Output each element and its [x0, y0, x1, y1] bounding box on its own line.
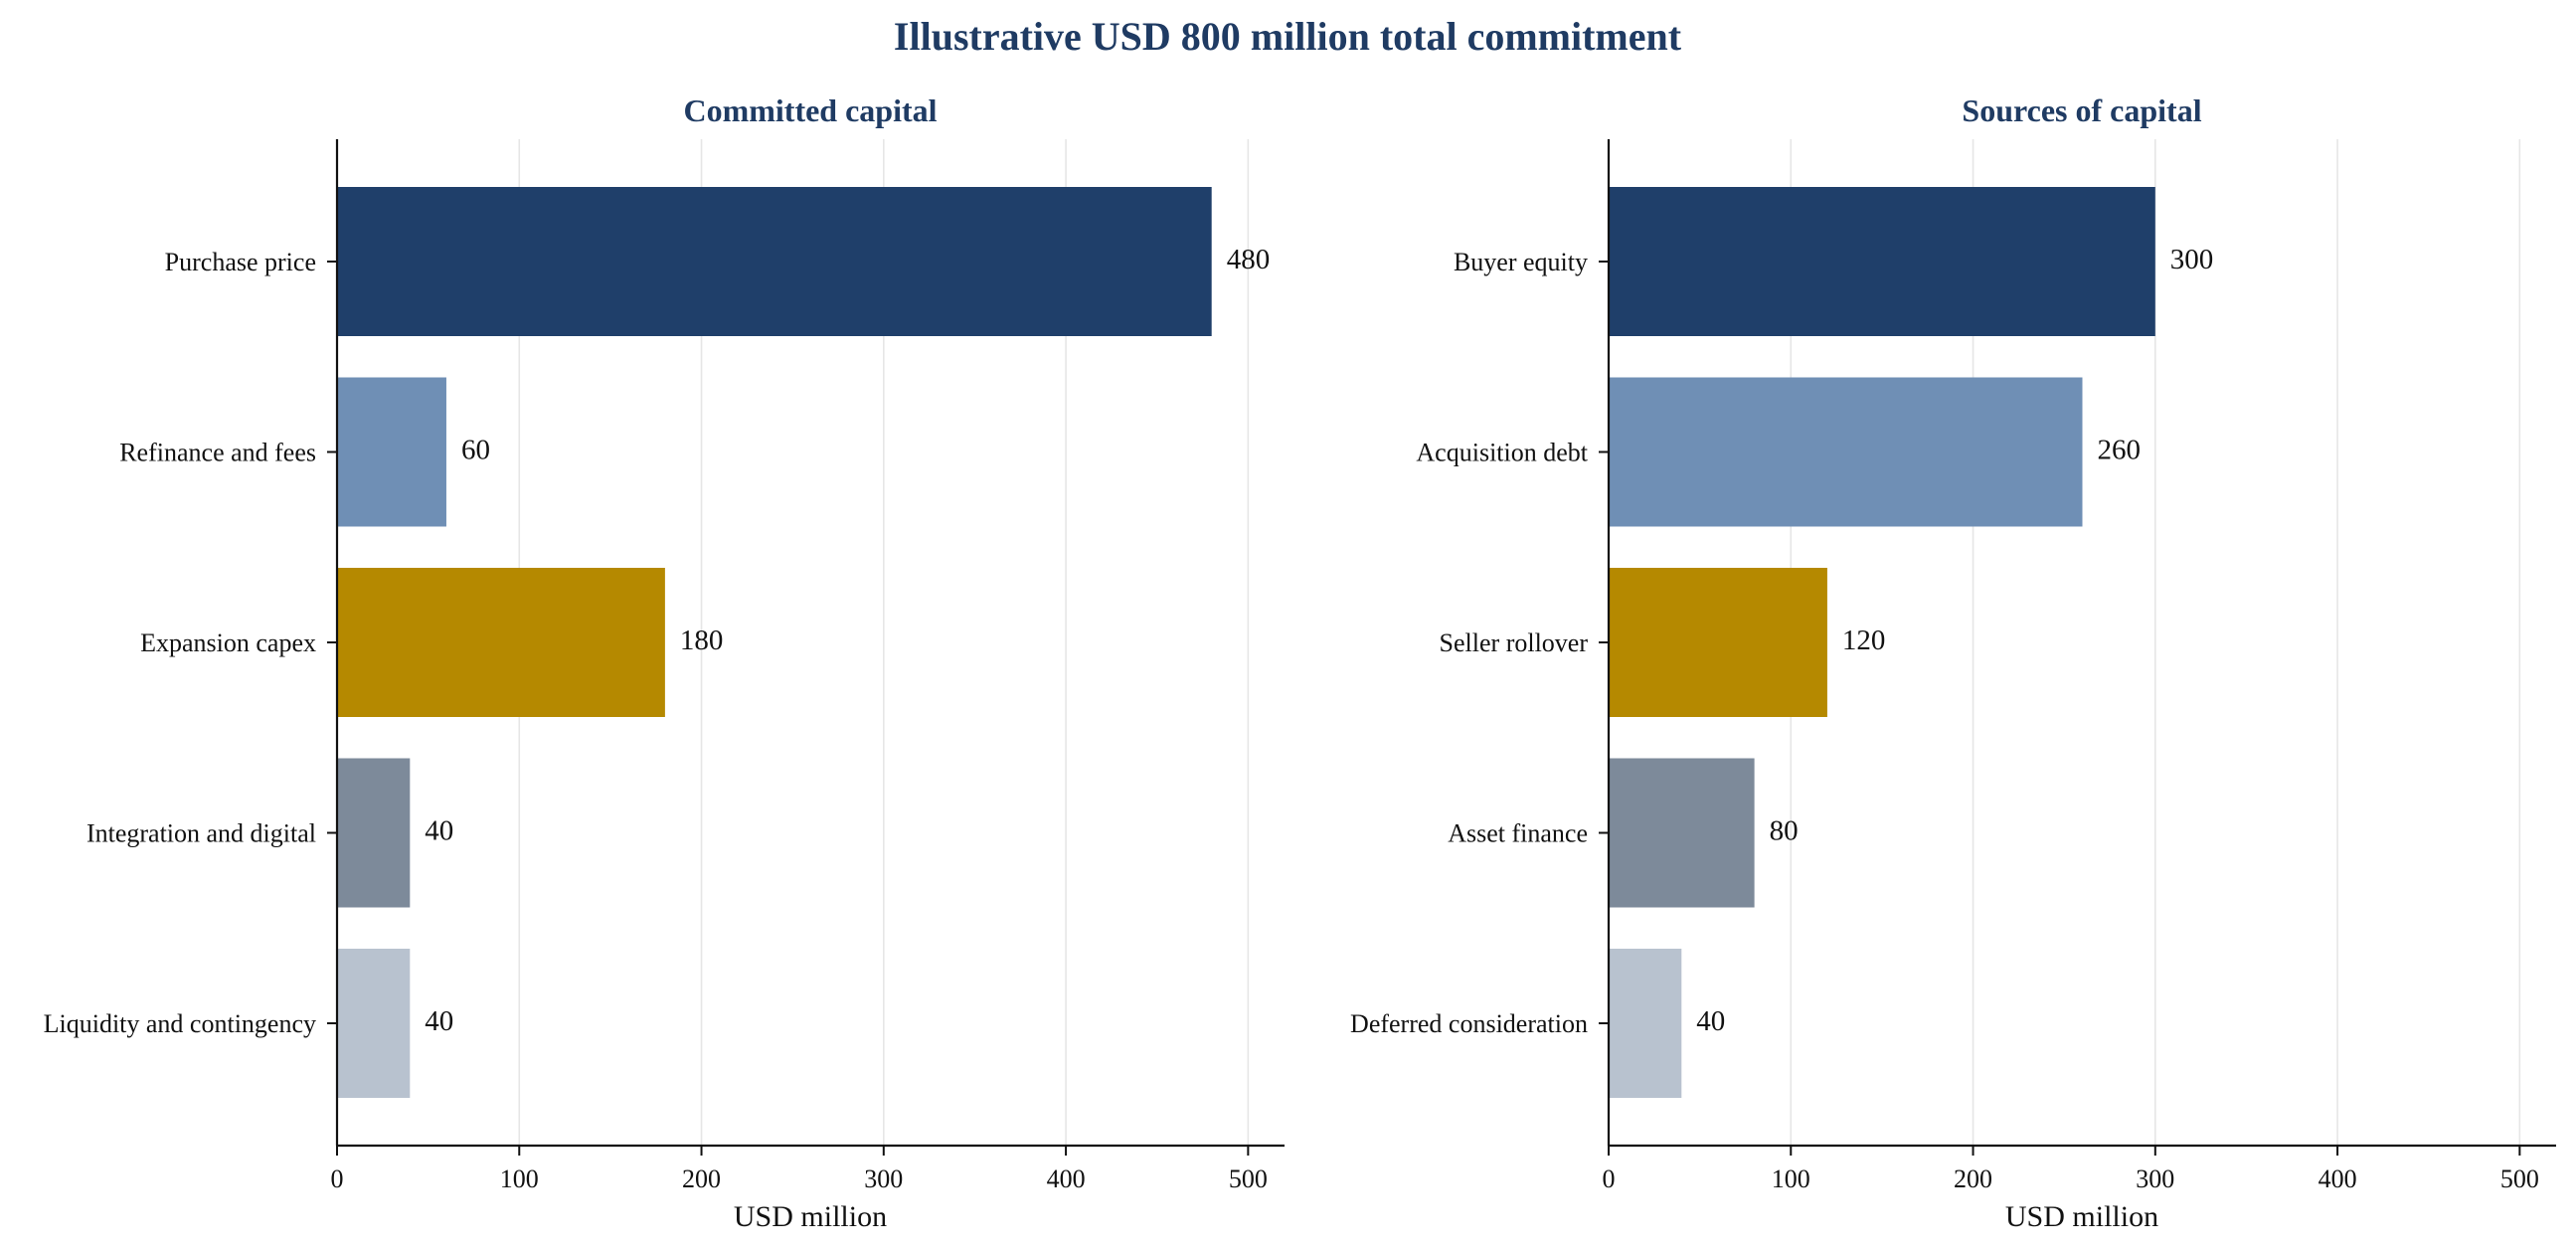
bar-seller-rollover — [1609, 568, 1827, 717]
bar-refinance-and-fees — [337, 377, 446, 527]
xtick-label-committed-capital-500: 500 — [1229, 1164, 1268, 1193]
category-label-buyer-equity: Buyer equity — [1454, 248, 1588, 276]
xtick-label-sources-of-capital-500: 500 — [2500, 1164, 2539, 1193]
bar-purchase-price — [337, 187, 1212, 336]
value-label-buyer-equity: 300 — [2170, 244, 2214, 275]
xtick-label-sources-of-capital-400: 400 — [2318, 1164, 2357, 1193]
x-axis-label-sources-of-capital: USD million — [2005, 1200, 2158, 1233]
panel-sources-of-capital: Sources of capital Buyer equity 300 Acquisi… — [1350, 92, 2556, 1233]
panel-title-sources-of-capital: Sources of capital — [1962, 92, 2201, 128]
xtick-label-sources-of-capital-300: 300 — [2136, 1164, 2174, 1193]
xtick-label-committed-capital-300: 300 — [864, 1164, 903, 1193]
bar-buyer-equity — [1609, 187, 2155, 336]
chart-suptitle: Illustrative USD 800 million total commi… — [894, 14, 1682, 59]
bar-deferred-consideration — [1609, 949, 1682, 1098]
xtick-label-committed-capital-400: 400 — [1047, 1164, 1086, 1193]
value-label-expansion-capex: 180 — [680, 625, 724, 656]
value-label-liquidity-and-contingency: 40 — [425, 1005, 453, 1037]
category-label-purchase-price: Purchase price — [165, 248, 316, 276]
category-label-asset-finance: Asset finance — [1448, 819, 1588, 848]
xtick-label-committed-capital-200: 200 — [682, 1164, 721, 1193]
bar-asset-finance — [1609, 758, 1755, 908]
bar-liquidity-and-contingency — [337, 949, 411, 1098]
category-label-acquisition-debt: Acquisition debt — [1416, 439, 1588, 467]
xtick-label-sources-of-capital-0: 0 — [1603, 1164, 1616, 1193]
xtick-label-sources-of-capital-100: 100 — [1772, 1164, 1810, 1193]
panel-title-committed-capital: Committed capital — [683, 92, 937, 128]
x-axis-label-committed-capital: USD million — [734, 1200, 887, 1233]
category-label-integration-and-digital: Integration and digital — [86, 819, 316, 848]
xtick-label-committed-capital-0: 0 — [331, 1164, 344, 1193]
value-label-acquisition-debt: 260 — [2098, 435, 2142, 466]
bar-integration-and-digital — [337, 758, 411, 908]
xtick-label-sources-of-capital-200: 200 — [1954, 1164, 1992, 1193]
value-label-asset-finance: 80 — [1770, 815, 1799, 847]
value-label-refinance-and-fees: 60 — [461, 435, 490, 466]
xtick-label-committed-capital-100: 100 — [500, 1164, 539, 1193]
value-label-seller-rollover: 120 — [1842, 625, 1886, 656]
category-label-refinance-and-fees: Refinance and fees — [119, 439, 316, 467]
bar-acquisition-debt — [1609, 377, 2083, 527]
panel-committed-capital: Committed capital Purchase price 480 Refina… — [44, 92, 1285, 1233]
category-label-liquidity-and-contingency: Liquidity and contingency — [44, 1009, 316, 1038]
category-label-expansion-capex: Expansion capex — [140, 628, 316, 657]
bar-expansion-capex — [337, 568, 665, 717]
value-label-integration-and-digital: 40 — [425, 815, 453, 847]
category-label-deferred-consideration: Deferred consideration — [1350, 1009, 1588, 1038]
value-label-deferred-consideration: 40 — [1696, 1005, 1725, 1037]
category-label-seller-rollover: Seller rollover — [1440, 628, 1589, 657]
value-label-purchase-price: 480 — [1227, 244, 1271, 275]
